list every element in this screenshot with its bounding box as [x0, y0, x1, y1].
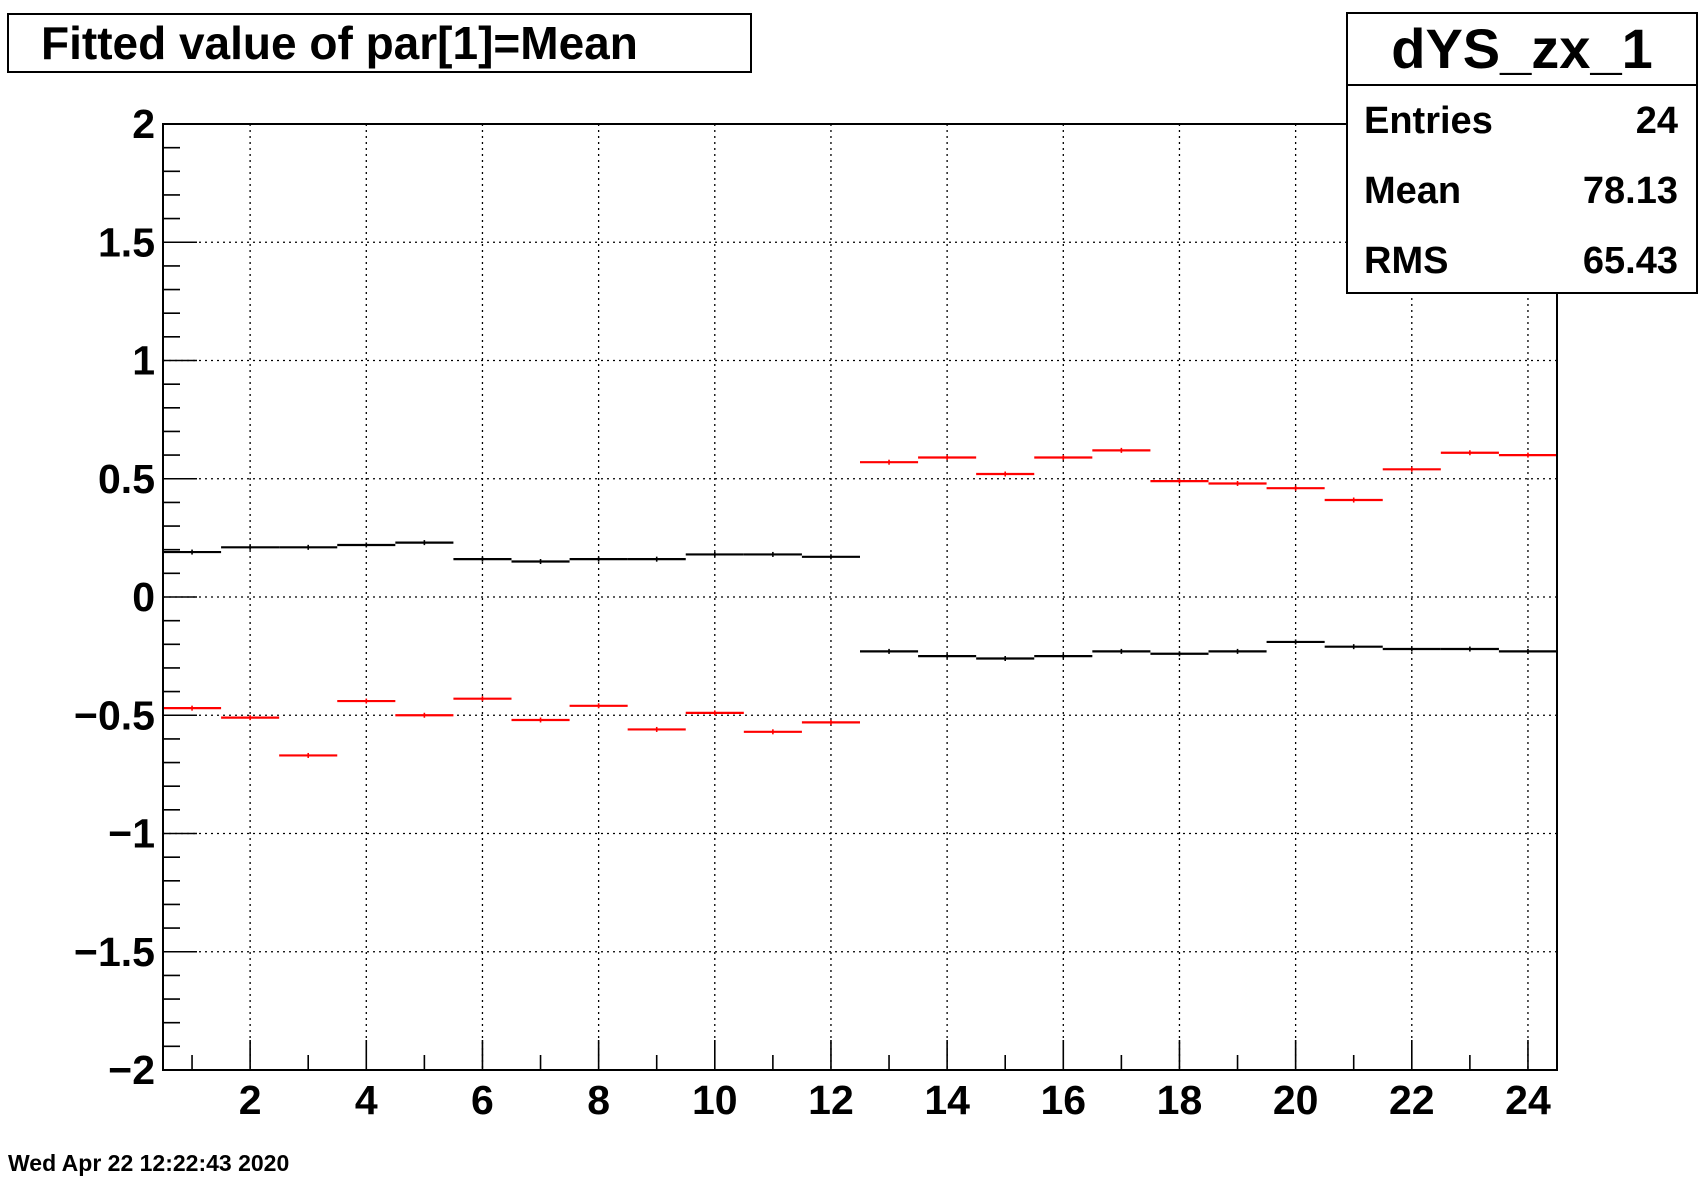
x-tick-label: 10	[692, 1077, 738, 1123]
stats-label: Entries	[1364, 99, 1493, 142]
x-tick-label: 12	[808, 1077, 854, 1123]
y-tick-label: −0.5	[74, 692, 155, 738]
x-tick-label: 6	[471, 1077, 494, 1123]
y-tick-label: 0.5	[98, 456, 155, 502]
stats-value: 24	[1635, 99, 1678, 142]
stats-label: Mean	[1364, 169, 1462, 212]
timestamp: Wed Apr 22 12:22:43 2020	[8, 1150, 290, 1176]
x-tick-label: 8	[587, 1077, 610, 1123]
x-tick-label: 24	[1505, 1077, 1551, 1123]
y-tick-label: 1	[132, 338, 155, 384]
x-tick-label: 18	[1157, 1077, 1203, 1123]
y-tick-label: −1	[108, 811, 155, 857]
y-tick-label: 0	[132, 574, 155, 620]
y-tick-label: 1.5	[98, 219, 155, 265]
y-tick-label: −2	[108, 1047, 155, 1093]
x-tick-label: 14	[924, 1077, 970, 1123]
chart-title: Fitted value of par[1]=Mean	[7, 13, 752, 73]
grid-lines	[163, 124, 1557, 1070]
stats-row-entries: Entries 24	[1348, 86, 1696, 156]
axes: 2 4 6 8 10 12 14 16 18 20 22 24−2−1.5−1−0.500.511.5…	[74, 101, 1558, 1123]
stats-label: RMS	[1364, 239, 1449, 282]
x-tick-label: 2	[239, 1077, 262, 1123]
y-tick-label: −1.5	[74, 929, 155, 975]
stats-row-rms: RMS 65.43	[1348, 226, 1696, 296]
x-tick-label: 22	[1389, 1077, 1435, 1123]
stats-value: 65.43	[1582, 239, 1678, 282]
x-tick-label: 4	[355, 1077, 378, 1123]
stats-box: dYS_zx_1 Entries 24 Mean 78.13 RMS 65.43	[1346, 12, 1698, 294]
y-tick-label: 2	[132, 101, 155, 147]
stats-row-mean: Mean 78.13	[1348, 156, 1696, 226]
stats-value: 78.13	[1582, 169, 1678, 212]
x-tick-label: 20	[1273, 1077, 1319, 1123]
stats-histogram-name: dYS_zx_1	[1348, 14, 1696, 86]
x-tick-label: 16	[1040, 1077, 1086, 1123]
data-series	[163, 447, 1557, 758]
